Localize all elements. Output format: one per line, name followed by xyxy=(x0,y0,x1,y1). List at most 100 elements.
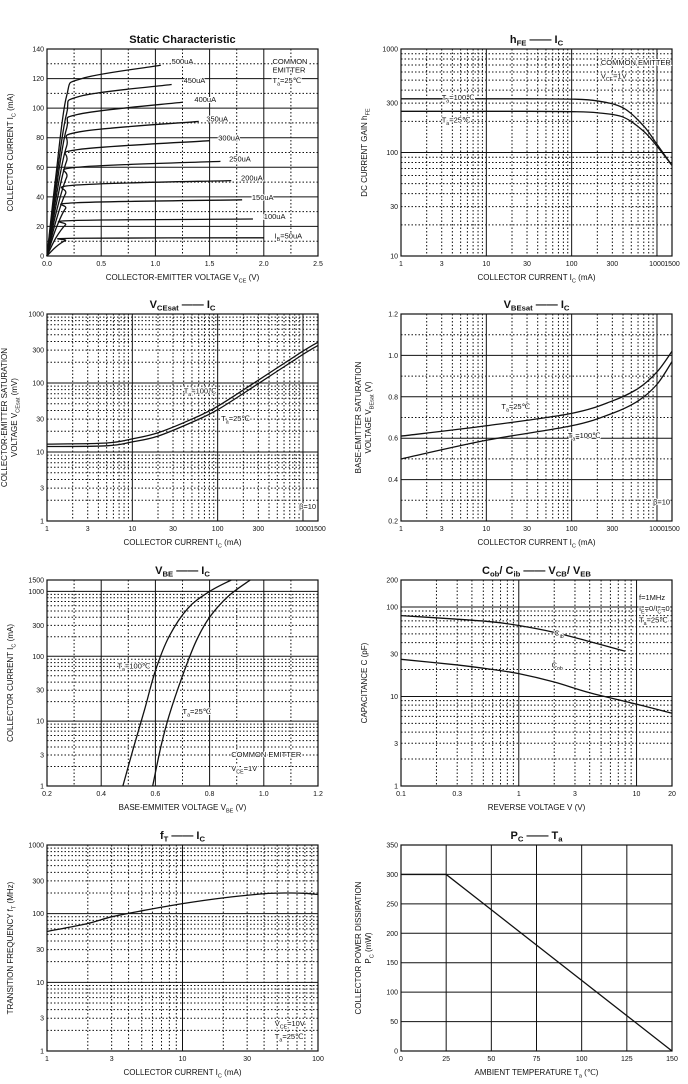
y-tick-label: 3 xyxy=(394,741,398,748)
subscript: a xyxy=(277,82,280,88)
annotation: 500uA xyxy=(171,56,195,67)
annotation: Ta=100℃ xyxy=(441,92,476,106)
y-tick-label: 300 xyxy=(32,878,44,885)
text-part: C xyxy=(482,565,490,577)
annotation: 250uA xyxy=(228,153,252,164)
x-tick-label: 1000 xyxy=(649,261,665,268)
text-part: T xyxy=(272,76,277,85)
text-part: —— I xyxy=(173,565,204,577)
text-part: (mV) xyxy=(10,378,19,398)
x-axis-label: COLLECTOR CURRENT IC (mA) xyxy=(124,1068,242,1080)
x-tick-label: 10 xyxy=(128,526,136,533)
chart-3: 1 3 10 30 100 300 1000 15001310301003001000VCEs… xyxy=(0,299,326,550)
annotation-text: 500uA xyxy=(172,57,194,66)
subscript: E xyxy=(641,610,645,616)
text-part: COLLECTOR CURRENT I xyxy=(124,1068,218,1077)
annotation-text: Cob xyxy=(552,661,563,673)
text-part: V xyxy=(231,764,236,773)
text-part: COLLECTOR CURRENT I xyxy=(478,538,572,547)
text-part: —— I xyxy=(179,299,210,311)
subscript: a xyxy=(188,392,191,398)
y-tick-label: 120 xyxy=(32,76,44,83)
y-tick-label: 200 xyxy=(386,578,398,585)
text-part: COMMON EMITTER xyxy=(601,58,672,67)
annotation: Ta=25℃ xyxy=(274,1031,305,1045)
subscript: ob xyxy=(557,666,563,672)
plot-frame xyxy=(400,313,673,522)
text-part: =25℃ xyxy=(647,616,669,625)
subscript: C xyxy=(370,954,376,958)
y-tick-label: 350 xyxy=(386,843,398,850)
x-tick-label: 1 xyxy=(399,261,403,268)
x-tick-label: 0.8 xyxy=(205,791,215,798)
subscript: EB xyxy=(580,570,591,579)
subscript: T xyxy=(12,905,18,909)
text-part: =1V xyxy=(613,71,627,80)
text-part: β=10 xyxy=(299,502,316,511)
subscript: C xyxy=(558,39,564,48)
text-part: V xyxy=(504,299,512,311)
y-tick-label: 30 xyxy=(36,947,44,954)
text-part: T xyxy=(501,402,506,411)
annotation-text: β=10 xyxy=(653,497,670,506)
text-part: (mA) xyxy=(576,538,596,547)
annotation-text: EMITTER xyxy=(272,66,305,75)
x-tick-label: 3 xyxy=(440,261,444,268)
annotation-text: 200uA xyxy=(241,174,263,183)
x-tick-label: 20 xyxy=(668,791,676,798)
text-part: =25℃ xyxy=(509,402,531,411)
y-tick-label: 1 xyxy=(40,784,44,791)
text-part: / C xyxy=(499,565,513,577)
subscript: FE xyxy=(517,39,527,48)
y-tick-label: 1000 xyxy=(28,312,44,319)
x-axis-label: BASE-EMMITER VOLTAGE VBE (V) xyxy=(119,803,247,815)
text-part: (V) xyxy=(233,803,246,812)
x-tick-label: 0 xyxy=(399,1056,403,1063)
plot-frame xyxy=(46,844,319,1052)
text-part: I xyxy=(275,231,277,240)
y-tick-label: 1 xyxy=(394,784,398,791)
y-tick-label: 30 xyxy=(390,651,398,658)
text-part: V xyxy=(155,565,163,577)
subscript: a xyxy=(579,1074,583,1080)
subscript: C xyxy=(210,304,216,313)
text-part: V xyxy=(150,299,158,311)
text-part: (mA) xyxy=(6,624,15,644)
text-part: T xyxy=(275,1032,280,1041)
text-part: =25℃ xyxy=(190,707,212,716)
x-tick-label: 1.0 xyxy=(259,791,269,798)
series-curve-500ua xyxy=(46,64,161,257)
y-tick-label: 0.4 xyxy=(388,477,398,484)
annotation-text: 150uA xyxy=(252,193,274,202)
subscript: C xyxy=(199,835,205,844)
subscript: FE xyxy=(366,108,372,115)
x-axis-label: COLLECTOR CURRENT IC (mA) xyxy=(478,273,596,285)
y-tick-label: 10 xyxy=(390,254,398,261)
text-part: EMITTER xyxy=(272,66,305,75)
series-curve-ta100 xyxy=(400,98,673,166)
y-tick-label: 100 xyxy=(32,106,44,113)
chart-title: PC —— Ta xyxy=(510,830,563,844)
annotation-text: Ta=25℃ xyxy=(501,402,530,414)
chart-8: 0 25 50 75 100 125 150 0 50 100 150 200 250 300 350 PC … xyxy=(354,830,678,1080)
subscript: CE xyxy=(606,77,614,83)
subscript: BEsat xyxy=(370,394,376,409)
chart-title: VBEsat —— IC xyxy=(504,299,570,313)
text-part: COLLECTOR CURRENT I xyxy=(6,648,15,742)
annotation-text: Ta=100℃ xyxy=(568,431,601,443)
y-tick-label: 200 xyxy=(386,931,398,938)
annotation: COMMON xyxy=(271,56,308,67)
y-tick-label: 10 xyxy=(390,694,398,701)
text-part: 200uA xyxy=(241,174,263,183)
text-part: 300uA xyxy=(218,134,240,143)
y-axis-label: TRANSITION FREQUENCY fT (MHz) xyxy=(6,881,18,1014)
series-curve-pc xyxy=(401,873,673,1052)
text-part: T xyxy=(639,616,644,625)
annotation: Ta=25℃ xyxy=(182,706,213,720)
annotation-text: Ta=100℃ xyxy=(117,661,150,673)
x-tick-label: 10 xyxy=(482,526,490,533)
y-tick-label: 1.2 xyxy=(388,312,398,319)
x-tick-label: 300 xyxy=(253,526,265,533)
